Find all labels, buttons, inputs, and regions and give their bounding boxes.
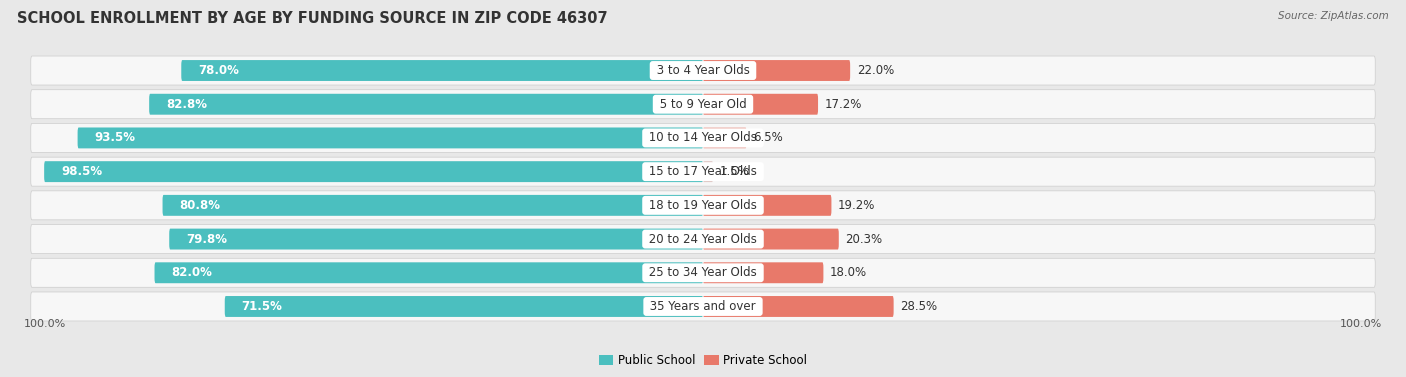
FancyBboxPatch shape bbox=[31, 225, 1375, 254]
Text: 6.5%: 6.5% bbox=[754, 132, 783, 144]
Text: 93.5%: 93.5% bbox=[94, 132, 135, 144]
FancyBboxPatch shape bbox=[703, 296, 894, 317]
FancyBboxPatch shape bbox=[31, 157, 1375, 186]
Text: 19.2%: 19.2% bbox=[838, 199, 876, 212]
Text: 28.5%: 28.5% bbox=[900, 300, 938, 313]
Text: Source: ZipAtlas.com: Source: ZipAtlas.com bbox=[1278, 11, 1389, 21]
Text: 18.0%: 18.0% bbox=[830, 266, 868, 279]
FancyBboxPatch shape bbox=[169, 228, 703, 250]
FancyBboxPatch shape bbox=[31, 90, 1375, 119]
Text: 15 to 17 Year Olds: 15 to 17 Year Olds bbox=[645, 165, 761, 178]
FancyBboxPatch shape bbox=[31, 258, 1375, 287]
Text: 82.8%: 82.8% bbox=[166, 98, 207, 111]
FancyBboxPatch shape bbox=[163, 195, 703, 216]
Text: SCHOOL ENROLLMENT BY AGE BY FUNDING SOURCE IN ZIP CODE 46307: SCHOOL ENROLLMENT BY AGE BY FUNDING SOUR… bbox=[17, 11, 607, 26]
FancyBboxPatch shape bbox=[155, 262, 703, 283]
FancyBboxPatch shape bbox=[31, 191, 1375, 220]
Text: 98.5%: 98.5% bbox=[60, 165, 103, 178]
FancyBboxPatch shape bbox=[44, 161, 703, 182]
Text: 20.3%: 20.3% bbox=[845, 233, 883, 245]
Text: 22.0%: 22.0% bbox=[856, 64, 894, 77]
Text: 100.0%: 100.0% bbox=[1340, 319, 1382, 329]
Text: 20 to 24 Year Olds: 20 to 24 Year Olds bbox=[645, 233, 761, 245]
Text: 78.0%: 78.0% bbox=[198, 64, 239, 77]
Text: 17.2%: 17.2% bbox=[825, 98, 862, 111]
Text: 82.0%: 82.0% bbox=[172, 266, 212, 279]
Text: 25 to 34 Year Olds: 25 to 34 Year Olds bbox=[645, 266, 761, 279]
FancyBboxPatch shape bbox=[703, 127, 747, 149]
FancyBboxPatch shape bbox=[31, 56, 1375, 85]
Text: 80.8%: 80.8% bbox=[180, 199, 221, 212]
FancyBboxPatch shape bbox=[77, 127, 703, 149]
FancyBboxPatch shape bbox=[703, 195, 831, 216]
Text: 10 to 14 Year Olds: 10 to 14 Year Olds bbox=[645, 132, 761, 144]
Text: 71.5%: 71.5% bbox=[242, 300, 283, 313]
FancyBboxPatch shape bbox=[31, 123, 1375, 152]
Text: 18 to 19 Year Olds: 18 to 19 Year Olds bbox=[645, 199, 761, 212]
Text: 5 to 9 Year Old: 5 to 9 Year Old bbox=[655, 98, 751, 111]
Text: 100.0%: 100.0% bbox=[24, 319, 66, 329]
FancyBboxPatch shape bbox=[703, 94, 818, 115]
Text: 3 to 4 Year Olds: 3 to 4 Year Olds bbox=[652, 64, 754, 77]
FancyBboxPatch shape bbox=[149, 94, 703, 115]
FancyBboxPatch shape bbox=[181, 60, 703, 81]
Text: 35 Years and over: 35 Years and over bbox=[647, 300, 759, 313]
FancyBboxPatch shape bbox=[225, 296, 703, 317]
FancyBboxPatch shape bbox=[703, 60, 851, 81]
Text: 79.8%: 79.8% bbox=[186, 233, 226, 245]
Text: 1.5%: 1.5% bbox=[720, 165, 749, 178]
FancyBboxPatch shape bbox=[703, 228, 839, 250]
FancyBboxPatch shape bbox=[703, 161, 713, 182]
Legend: Public School, Private School: Public School, Private School bbox=[593, 349, 813, 372]
FancyBboxPatch shape bbox=[31, 292, 1375, 321]
FancyBboxPatch shape bbox=[703, 262, 824, 283]
